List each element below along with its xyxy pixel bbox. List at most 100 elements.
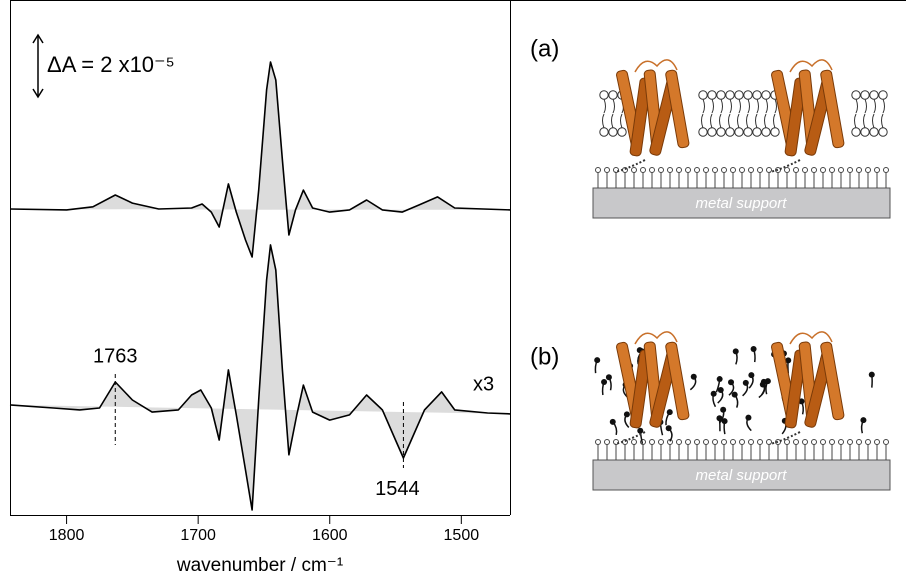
- lipid-head: [725, 127, 735, 137]
- detergent-tail: [860, 419, 865, 434]
- detergent-tail: [746, 417, 752, 432]
- linker-head: [847, 167, 853, 173]
- linker-head: [865, 439, 871, 445]
- linker-head: [820, 167, 826, 173]
- linker-head: [793, 439, 799, 445]
- loop: [789, 331, 833, 345]
- lipid-head: [851, 127, 861, 137]
- linker-head: [676, 439, 682, 445]
- linker-head: [874, 439, 880, 445]
- detergent-tail: [717, 389, 724, 404]
- linker-head: [703, 167, 709, 173]
- lipid-head: [743, 127, 753, 137]
- lipid-head: [770, 127, 780, 137]
- linker-head: [604, 167, 610, 173]
- scale-bar-label: ΔA = 2 x10⁻⁵: [47, 52, 175, 77]
- lipid-tail: [863, 98, 867, 129]
- linker-head: [712, 167, 718, 173]
- linker-head: [757, 439, 763, 445]
- lipid-tail: [611, 98, 615, 129]
- loop: [634, 331, 678, 345]
- arrow-head: [32, 33, 44, 44]
- x-tick-label: 1800: [49, 527, 85, 544]
- linker-head: [829, 167, 835, 173]
- detergent-tail: [742, 382, 749, 397]
- detergent-tail: [734, 394, 739, 408]
- linker-head: [721, 167, 727, 173]
- lipid-head: [752, 127, 762, 137]
- lipid-tail: [854, 98, 858, 129]
- lipid-head: [860, 127, 870, 137]
- linker-head: [685, 167, 691, 173]
- linker-head: [685, 439, 691, 445]
- lipid-head: [878, 90, 888, 100]
- detergent-tail: [594, 359, 598, 374]
- lipid-head: [860, 90, 870, 100]
- linker-head: [739, 167, 745, 173]
- linker-head: [802, 167, 808, 173]
- annotation: x3: [473, 373, 494, 395]
- linker-head: [694, 167, 700, 173]
- detergent-tail: [800, 401, 804, 415]
- detergent-tail: [748, 374, 754, 389]
- detergent-tail: [723, 421, 726, 435]
- lipid-tail: [755, 98, 759, 129]
- lipid-head: [617, 127, 627, 137]
- linker-head: [865, 167, 871, 173]
- support-label: metal support: [696, 467, 788, 484]
- linker-head: [748, 167, 754, 173]
- linker-head: [874, 167, 880, 173]
- linker-head: [739, 439, 745, 445]
- lipid-tail: [710, 98, 714, 129]
- linker-head: [811, 439, 817, 445]
- x-tick-label: 1600: [312, 527, 348, 544]
- detergent-tail: [608, 376, 612, 391]
- linker-head: [883, 439, 889, 445]
- lipid-tail: [746, 98, 750, 129]
- arrow-head: [32, 88, 44, 99]
- lipid-head: [707, 127, 717, 137]
- lipid-head: [869, 90, 879, 100]
- linker-head: [847, 439, 853, 445]
- linker-head: [604, 439, 610, 445]
- linker-head: [766, 167, 772, 173]
- x-tick-label: 1700: [180, 527, 216, 544]
- linker-head: [595, 439, 601, 445]
- linker-head: [694, 439, 700, 445]
- lipid-head: [878, 127, 888, 137]
- lipid-tail: [872, 98, 876, 129]
- lipid-head: [743, 90, 753, 100]
- detergent-tail: [735, 351, 738, 365]
- detergent-tail: [624, 413, 630, 428]
- linker-head: [766, 439, 772, 445]
- lipid-head: [707, 90, 717, 100]
- annotation: 1763: [93, 345, 138, 367]
- lipid-head: [716, 90, 726, 100]
- detergent-tail: [665, 411, 671, 426]
- linker-head: [757, 167, 763, 173]
- linker-head: [856, 439, 862, 445]
- detergent-tail: [718, 418, 721, 432]
- x-tick-label: 1500: [444, 527, 480, 544]
- lipid-head: [752, 90, 762, 100]
- linker-head: [838, 439, 844, 445]
- support-label: metal support: [696, 195, 788, 212]
- detergent-tail: [715, 378, 721, 393]
- linker-head: [775, 167, 781, 173]
- lipid-head: [608, 90, 618, 100]
- detergent-tail: [639, 430, 644, 444]
- linker-head: [631, 439, 637, 445]
- panel-label: (b): [530, 343, 559, 370]
- lipid-head: [698, 90, 708, 100]
- lipid-head: [851, 90, 861, 100]
- lipid-head: [761, 127, 771, 137]
- linker-head: [730, 167, 736, 173]
- linker-head: [811, 167, 817, 173]
- lipid-head: [725, 90, 735, 100]
- linker-head: [829, 439, 835, 445]
- helix: [820, 341, 845, 421]
- linker-head: [793, 167, 799, 173]
- detergent-tail: [612, 421, 618, 436]
- linker-head: [775, 439, 781, 445]
